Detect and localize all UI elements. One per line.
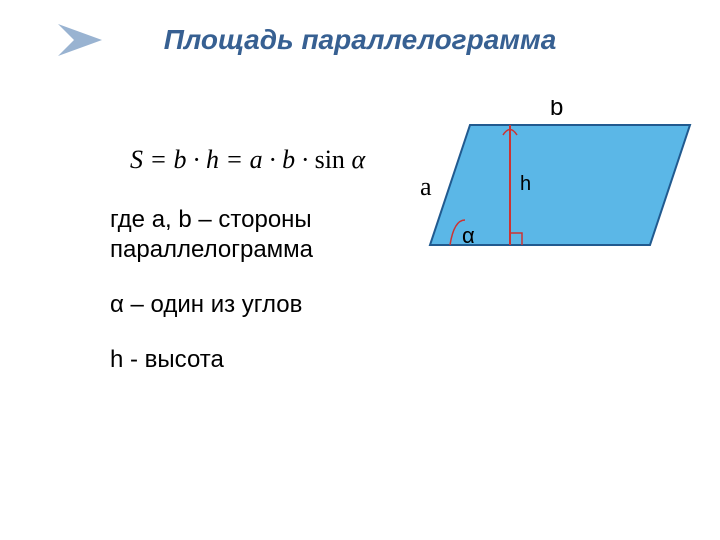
formula-eq2: =: [219, 145, 250, 174]
label-a: a: [420, 172, 432, 201]
formula-S: S: [130, 145, 143, 174]
desc-height: h - высота: [110, 345, 224, 375]
label-h: h: [520, 173, 531, 195]
label-b: b: [550, 100, 563, 121]
slide: Площадь параллелограмма S = b · h = a · …: [0, 0, 720, 540]
formula-b: b: [174, 145, 187, 174]
formula-h: h: [206, 145, 219, 174]
formula-b2: b: [282, 145, 295, 174]
label-alpha: α: [462, 223, 475, 248]
parallelogram-diagram: a b h α: [420, 100, 700, 300]
formula-eq1: =: [143, 145, 174, 174]
formula-mul2: ·: [269, 145, 276, 174]
desc-angle: α – один из углов: [110, 290, 302, 320]
slide-title: Площадь параллелограмма: [0, 24, 720, 56]
desc-sides: где a, b – стороны параллелограмма: [110, 205, 410, 265]
formula-sin: sin: [315, 145, 345, 174]
area-formula: S = b · h = a · b · sin α: [130, 145, 365, 175]
formula-mul1: ·: [193, 145, 200, 174]
formula-a: a: [250, 145, 263, 174]
formula-alpha: α: [351, 145, 365, 174]
